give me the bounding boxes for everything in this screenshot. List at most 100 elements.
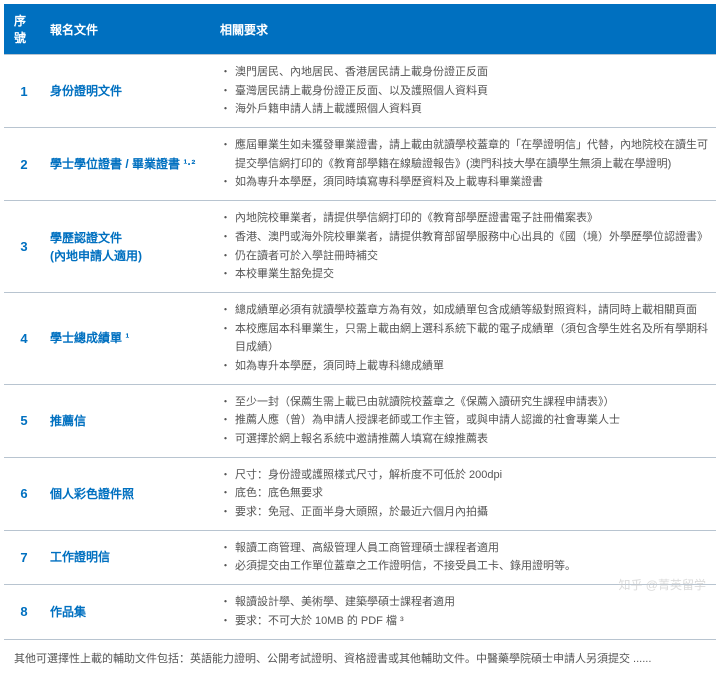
requirement-text: 要求：不可大於 10MB 的 PDF 檔 ³ <box>235 612 404 631</box>
requirement-item: ・報讀設計學、美術學、建築學碩士課程者適用 <box>220 593 710 612</box>
row-document: 推薦信 <box>40 384 210 457</box>
row-number: 1 <box>4 55 40 128</box>
requirement-text: 報讀設計學、美術學、建築學碩士課程者適用 <box>235 593 455 612</box>
requirement-item: ・報讀工商管理、高級管理人員工商管理碩士課程者適用 <box>220 539 710 558</box>
row-number: 4 <box>4 292 40 384</box>
row-number: 3 <box>4 201 40 293</box>
requirement-item: ・仍在讀者可於入學註冊時補交 <box>220 247 710 266</box>
bullet-icon: ・ <box>220 539 231 558</box>
table-row: 7工作證明信・報讀工商管理、高級管理人員工商管理碩士課程者適用・必須提交由工作單… <box>4 530 716 584</box>
row-requirements: ・總成績單必須有就讀學校蓋章方為有效，如成績單包含成績等級對照資料，請同時上載相… <box>210 292 716 384</box>
requirement-text: 推薦人應（曾）為申請人授課老師或工作主管，或與申請人認識的社會專業人士 <box>235 411 620 430</box>
requirement-text: 臺灣居民請上載身份證正反面、以及護照個人資料頁 <box>235 82 488 101</box>
row-requirements: ・至少一封（保薦生需上載已由就讀院校蓋章之《保薦入讀研究生課程申請表》）・推薦人… <box>210 384 716 457</box>
row-number: 8 <box>4 585 40 639</box>
footer-row: 其他可選擇性上載的輔助文件包括：英語能力證明、公開考試證明、資格證書或其他輔助文… <box>4 639 716 676</box>
requirement-text: 報讀工商管理、高級管理人員工商管理碩士課程者適用 <box>235 539 499 558</box>
row-requirements: ・報讀工商管理、高級管理人員工商管理碩士課程者適用・必須提交由工作單位蓋章之工作… <box>210 530 716 584</box>
requirement-item: ・至少一封（保薦生需上載已由就讀院校蓋章之《保薦入讀研究生課程申請表》） <box>220 393 710 412</box>
documents-table: 序號 報名文件 相關要求 1身份證明文件・澳門居民、內地居民、香港居民請上載身份… <box>4 4 716 676</box>
bullet-icon: ・ <box>220 265 231 284</box>
bullet-icon: ・ <box>220 100 231 119</box>
requirement-text: 總成績單必須有就讀學校蓋章方為有效，如成績單包含成績等級對照資料，請同時上載相關… <box>235 301 697 320</box>
bullet-icon: ・ <box>220 136 231 173</box>
requirement-item: ・海外戶籍申請人請上載護照個人資料頁 <box>220 100 710 119</box>
requirement-text: 底色：底色無要求 <box>235 484 323 503</box>
bullet-icon: ・ <box>220 63 231 82</box>
requirement-text: 如為専升本學歷，須同時上載専科總成績單 <box>235 357 444 376</box>
row-requirements: ・內地院校畢業者，請提供學信網打印的《教育部學歷證書電子註冊備案表》・香港、澳門… <box>210 201 716 293</box>
requirement-item: ・要求：免冠、正面半身大頭照，於最近六個月內拍攝 <box>220 503 710 522</box>
table-row: 4學士總成績單 ¹・總成績單必須有就讀學校蓋章方為有效，如成績單包含成績等級對照… <box>4 292 716 384</box>
requirement-item: ・應屆畢業生如未獲發畢業證書，請上載由就讀學校蓋章的「在學證明信」代替，內地院校… <box>220 136 710 173</box>
footer-text: 其他可選擇性上載的輔助文件包括：英語能力證明、公開考試證明、資格證書或其他輔助文… <box>4 639 716 676</box>
requirement-item: ・如為専升本學歷，須同時上載専科總成績單 <box>220 357 710 376</box>
bullet-icon: ・ <box>220 593 231 612</box>
row-document: 工作證明信 <box>40 530 210 584</box>
row-document: 學士總成績單 ¹ <box>40 292 210 384</box>
header-num: 序號 <box>4 4 40 55</box>
table-header-row: 序號 報名文件 相關要求 <box>4 4 716 55</box>
bullet-icon: ・ <box>220 411 231 430</box>
requirement-item: ・總成績單必須有就讀學校蓋章方為有效，如成績單包含成績等級對照資料，請同時上載相… <box>220 301 710 320</box>
bullet-icon: ・ <box>220 320 231 357</box>
bullet-icon: ・ <box>220 209 231 228</box>
bullet-icon: ・ <box>220 484 231 503</box>
requirement-text: 必須提交由工作單位蓋章之工作證明信，不接受員工卡、錄用證明等。 <box>235 557 576 576</box>
requirement-text: 如為専升本學歷，須同時填寫専科學歷資料及上載専科畢業證書 <box>235 173 543 192</box>
bullet-icon: ・ <box>220 503 231 522</box>
table-row: 6個人彩色證件照・尺寸：身份證或護照樣式尺寸，解析度不可低於 200dpi・底色… <box>4 457 716 530</box>
header-req: 相關要求 <box>210 4 716 55</box>
bullet-icon: ・ <box>220 247 231 266</box>
bullet-icon: ・ <box>220 357 231 376</box>
header-doc: 報名文件 <box>40 4 210 55</box>
row-number: 5 <box>4 384 40 457</box>
requirement-text: 澳門居民、內地居民、香港居民請上載身份證正反面 <box>235 63 488 82</box>
table-row: 1身份證明文件・澳門居民、內地居民、香港居民請上載身份證正反面・臺灣居民請上載身… <box>4 55 716 128</box>
row-document: 作品集 <box>40 585 210 639</box>
requirement-item: ・臺灣居民請上載身份證正反面、以及護照個人資料頁 <box>220 82 710 101</box>
row-requirements: ・尺寸：身份證或護照樣式尺寸，解析度不可低於 200dpi・底色：底色無要求・要… <box>210 457 716 530</box>
requirement-item: ・澳門居民、內地居民、香港居民請上載身份證正反面 <box>220 63 710 82</box>
requirement-text: 應屆畢業生如未獲發畢業證書，請上載由就讀學校蓋章的「在學證明信」代替，內地院校在… <box>235 136 710 173</box>
bullet-icon: ・ <box>220 228 231 247</box>
requirement-item: ・要求：不可大於 10MB 的 PDF 檔 ³ <box>220 612 710 631</box>
row-requirements: ・應屆畢業生如未獲發畢業證書，請上載由就讀學校蓋章的「在學證明信」代替，內地院校… <box>210 128 716 201</box>
requirement-text: 本校應屆本科畢業生，只需上載由網上選科系統下載的電子成績單（須包含學生姓名及所有… <box>235 320 710 357</box>
row-document: 學士學位證書 / 畢業證書 ¹·² <box>40 128 210 201</box>
table-row: 5推薦信・至少一封（保薦生需上載已由就讀院校蓋章之《保薦入讀研究生課程申請表》）… <box>4 384 716 457</box>
row-document: 個人彩色證件照 <box>40 457 210 530</box>
requirement-text: 仍在讀者可於入學註冊時補交 <box>235 247 378 266</box>
row-document: 身份證明文件 <box>40 55 210 128</box>
requirement-item: ・本校應屆本科畢業生，只需上載由網上選科系統下載的電子成績單（須包含學生姓名及所… <box>220 320 710 357</box>
requirement-item: ・本校畢業生豁免提交 <box>220 265 710 284</box>
requirement-item: ・尺寸：身份證或護照樣式尺寸，解析度不可低於 200dpi <box>220 466 710 485</box>
table-row: 8作品集・報讀設計學、美術學、建築學碩士課程者適用・要求：不可大於 10MB 的… <box>4 585 716 639</box>
row-document: 學歷認證文件 (內地申請人適用) <box>40 201 210 293</box>
requirement-text: 內地院校畢業者，請提供學信網打印的《教育部學歷證書電子註冊備案表》 <box>235 209 598 228</box>
row-requirements: ・澳門居民、內地居民、香港居民請上載身份證正反面・臺灣居民請上載身份證正反面、以… <box>210 55 716 128</box>
bullet-icon: ・ <box>220 466 231 485</box>
bullet-icon: ・ <box>220 173 231 192</box>
row-number: 2 <box>4 128 40 201</box>
bullet-icon: ・ <box>220 393 231 412</box>
requirement-item: ・可選擇於網上報名系統中邀請推薦人填寫在線推薦表 <box>220 430 710 449</box>
requirement-text: 可選擇於網上報名系統中邀請推薦人填寫在線推薦表 <box>235 430 488 449</box>
requirement-item: ・香港、澳門或海外院校畢業者，請提供教育部留學服務中心出具的《國（境）外學歷學位… <box>220 228 710 247</box>
bullet-icon: ・ <box>220 557 231 576</box>
requirement-item: ・底色：底色無要求 <box>220 484 710 503</box>
table-row: 3學歷認證文件 (內地申請人適用)・內地院校畢業者，請提供學信網打印的《教育部學… <box>4 201 716 293</box>
requirement-text: 至少一封（保薦生需上載已由就讀院校蓋章之《保薦入讀研究生課程申請表》） <box>235 393 615 412</box>
bullet-icon: ・ <box>220 612 231 631</box>
table-row: 2學士學位證書 / 畢業證書 ¹·² ・應屆畢業生如未獲發畢業證書，請上載由就讀學… <box>4 128 716 201</box>
requirement-text: 本校畢業生豁免提交 <box>235 265 334 284</box>
row-requirements: ・報讀設計學、美術學、建築學碩士課程者適用・要求：不可大於 10MB 的 PDF… <box>210 585 716 639</box>
requirement-text: 海外戶籍申請人請上載護照個人資料頁 <box>235 100 422 119</box>
requirement-text: 尺寸：身份證或護照樣式尺寸，解析度不可低於 200dpi <box>235 466 502 485</box>
requirement-item: ・推薦人應（曾）為申請人授課老師或工作主管，或與申請人認識的社會專業人士 <box>220 411 710 430</box>
requirement-text: 要求：免冠、正面半身大頭照，於最近六個月內拍攝 <box>235 503 488 522</box>
bullet-icon: ・ <box>220 430 231 449</box>
row-number: 7 <box>4 530 40 584</box>
bullet-icon: ・ <box>220 301 231 320</box>
requirement-item: ・必須提交由工作單位蓋章之工作證明信，不接受員工卡、錄用證明等。 <box>220 557 710 576</box>
